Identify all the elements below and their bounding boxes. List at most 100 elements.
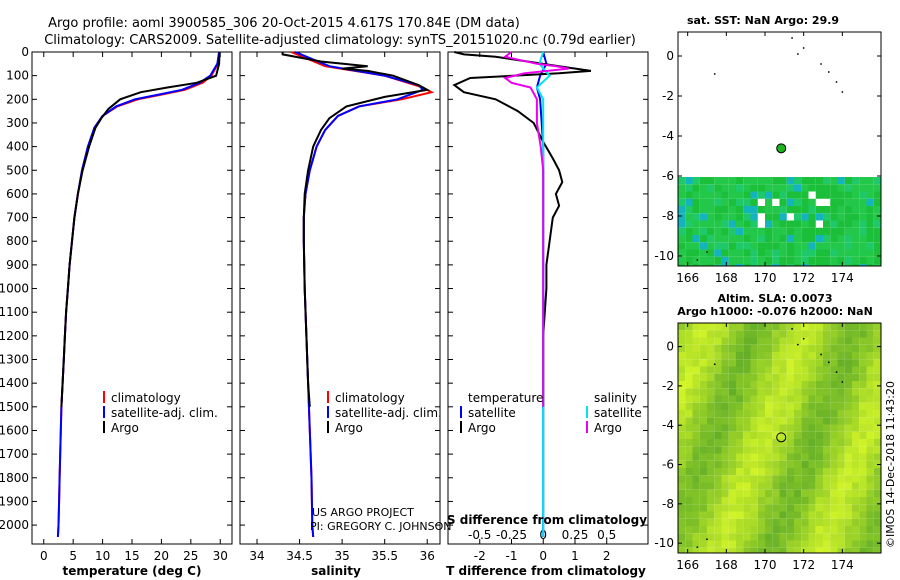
heatmap-cell: [757, 497, 765, 505]
heatmap-cell: [707, 177, 715, 185]
heatmap-cell: [852, 446, 860, 454]
heatmap-cell: [765, 518, 773, 526]
heatmap-cell: [859, 431, 867, 439]
latitude-tick-label: 0: [666, 49, 674, 63]
heatmap-cell: [750, 446, 758, 454]
heatmap-cell: [678, 352, 686, 360]
heatmap-cell: [830, 381, 838, 389]
heatmap-cell: [728, 191, 736, 199]
heatmap-cell: [837, 424, 845, 432]
heatmap-cell: [721, 446, 729, 454]
heatmap-cell: [866, 235, 874, 243]
heatmap-cell: [815, 213, 823, 221]
heatmap-cell: [772, 446, 780, 454]
heatmap-cell: [866, 220, 874, 228]
heatmap-cell: [823, 388, 831, 396]
heatmap-cell: [873, 381, 881, 389]
salinity-legend: climatology satellite-adj. clim. Argo: [327, 391, 442, 435]
project-name: US ARGO PROJECT: [312, 506, 414, 519]
heatmap-cell: [808, 249, 816, 257]
heatmap-cell: [779, 235, 787, 243]
sst-coastline: [696, 37, 844, 261]
heatmap-cell: [678, 482, 686, 490]
heatmap-cell: [772, 264, 780, 266]
heatmap-cell: [736, 256, 744, 264]
heatmap-cell: [714, 402, 722, 410]
heatmap-cell: [808, 482, 816, 490]
heatmap-cell: [801, 373, 809, 381]
longitude-tick-label: 168: [715, 271, 738, 285]
x-tick-label: 34: [249, 549, 264, 563]
heatmap-cell: [678, 330, 686, 338]
heatmap-cell: [873, 249, 881, 257]
heatmap-cell: [808, 337, 816, 345]
heatmap-cell: [721, 381, 729, 389]
heatmap-cell: [692, 330, 700, 338]
heatmap-cell: [815, 533, 823, 541]
heatmap-cell: [772, 213, 780, 221]
heatmap-cell: [728, 242, 736, 250]
heatmap-cell: [815, 242, 823, 250]
heatmap-cell: [728, 431, 736, 439]
heatmap-cell: [830, 213, 838, 221]
heatmap-cell: [873, 526, 881, 534]
heatmap-cell: [794, 504, 802, 512]
heatmap-cell: [728, 235, 736, 243]
depth-tick-label: 1700: [0, 447, 29, 461]
heatmap-cell: [815, 446, 823, 454]
heatmap-cell: [757, 344, 765, 352]
heatmap-cell: [794, 330, 802, 338]
heatmap-cell: [837, 191, 845, 199]
heatmap-cell: [801, 352, 809, 360]
heatmap-cell: [750, 388, 758, 396]
depth-tick-label: 400: [6, 140, 29, 154]
heatmap-cell: [757, 359, 765, 367]
heatmap-cell: [707, 489, 715, 497]
heatmap-cell: [873, 191, 881, 199]
heatmap-cell: [815, 475, 823, 483]
heatmap-cell: [685, 198, 693, 206]
heatmap-cell: [714, 330, 722, 338]
heatmap-cell: [743, 177, 751, 185]
heatmap-cell: [728, 453, 736, 461]
heatmap-cell: [699, 533, 707, 541]
heatmap-cell: [699, 518, 707, 526]
heatmap-cell: [750, 227, 758, 235]
heatmap-cell: [721, 540, 729, 548]
heatmap-cell: [699, 547, 707, 553]
heatmap-cell: [786, 410, 794, 418]
heatmap-cell: [685, 497, 693, 505]
heatmap-cell: [714, 482, 722, 490]
heatmap-cell: [837, 213, 845, 221]
heatmap-cell: [728, 439, 736, 447]
x-tick-label: 20: [154, 549, 169, 563]
heatmap-cell: [844, 417, 852, 425]
heatmap-cell: [728, 468, 736, 476]
heatmap-cell: [873, 235, 881, 243]
heatmap-cell: [794, 475, 802, 483]
heatmap-cell: [765, 177, 773, 185]
heatmap-cell: [844, 256, 852, 264]
island-dot: [841, 91, 844, 93]
legend-marker-satellite: [103, 406, 105, 418]
heatmap-cell: [815, 249, 823, 257]
heatmap-cell: [844, 344, 852, 352]
heatmap-cell: [873, 504, 881, 512]
heatmap-cell: [823, 381, 831, 389]
x-tick-label: -2: [474, 549, 486, 563]
heatmap-cell: [801, 213, 809, 221]
heatmap-cell: [808, 489, 816, 497]
heatmap-cell: [823, 395, 831, 403]
heatmap-cell: [750, 249, 758, 257]
heatmap-cell: [714, 431, 722, 439]
heatmap-cell: [714, 264, 722, 266]
heatmap-cell: [808, 460, 816, 468]
heatmap-cell: [844, 359, 852, 367]
heatmap-cell: [866, 453, 874, 461]
heatmap-cell: [750, 344, 758, 352]
heatmap-cell: [779, 489, 787, 497]
heatmap-cell: [765, 235, 773, 243]
difference-panel: -2 -1 0 1 2 -0.5 -0.25 0 0.25 0.5 T difference f…: [446, 51, 649, 578]
depth-tick-label: 1300: [0, 353, 29, 367]
heatmap-cell: [815, 177, 823, 185]
